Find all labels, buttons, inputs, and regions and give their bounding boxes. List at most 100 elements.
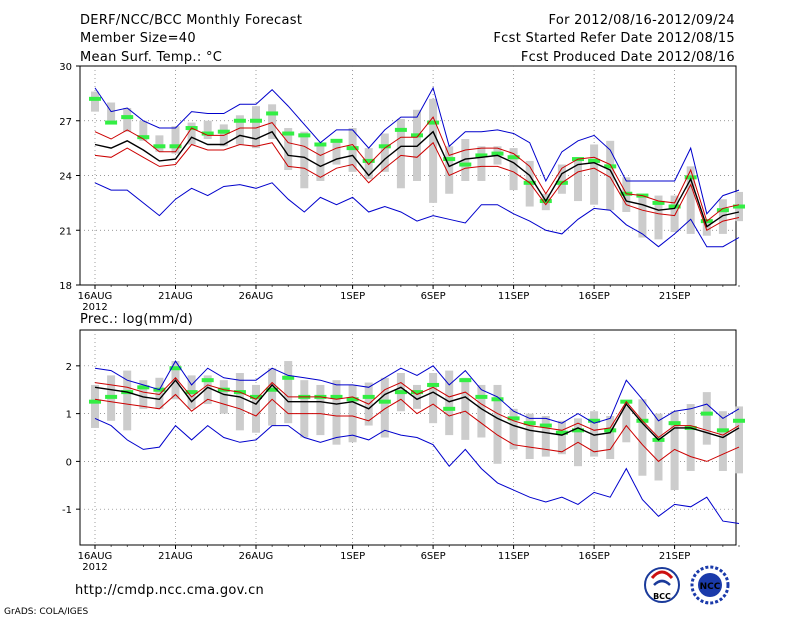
temp-spread-bar	[396, 118, 405, 189]
temp-x-tick-label: 1SEP	[340, 291, 365, 302]
bcc-logo-text: BCC	[653, 592, 671, 601]
temp-obs-marker	[588, 158, 601, 163]
temp-obs-marker	[362, 158, 375, 163]
prec-line-mean-plus	[94, 377, 740, 439]
prec-obs-marker	[169, 366, 182, 371]
prec-obs-marker	[733, 418, 745, 423]
prec-spread-bar	[590, 411, 599, 457]
temp-y-tick-label: 18	[59, 281, 72, 292]
temp-x-year-label: 2012	[82, 302, 107, 313]
prec-obs-marker	[668, 421, 681, 426]
prec-obs-marker	[588, 418, 601, 423]
temp-spread-bar	[686, 166, 695, 234]
prec-x-tick-label: 16SEP	[578, 551, 609, 562]
temp-spread-bar	[284, 128, 293, 171]
temp-line-ensemble-mean	[94, 130, 740, 228]
prec-x-tick-label: 16AUG	[78, 551, 113, 562]
prec-y-tick-label: 2	[66, 362, 72, 373]
prec-obs-marker	[555, 430, 568, 435]
temp-spread-bar	[718, 199, 727, 234]
temp-obs-marker	[459, 162, 472, 167]
prec-spread-bar	[235, 373, 244, 431]
prec-spread-bar	[461, 377, 470, 440]
prec-y-tick-label: 1	[66, 410, 72, 421]
prec-obs-marker	[89, 399, 101, 404]
prec-obs-marker	[539, 423, 552, 428]
temp-obs-marker	[153, 144, 166, 149]
temp-spread-bar	[171, 126, 180, 154]
temp-obs-marker	[282, 131, 295, 136]
prec-x-tick-label: 1SEP	[340, 551, 365, 562]
temp-obs-marker	[233, 118, 246, 123]
prec-obs-marker	[475, 394, 488, 399]
prec-obs-marker	[185, 390, 198, 395]
prec-spread-bar	[139, 380, 148, 409]
temp-obs-marker	[684, 175, 697, 180]
temp-obs-marker	[507, 155, 520, 160]
variable-label: Mean Surf. Temp.: °C	[80, 50, 222, 65]
prec-obs-marker	[250, 394, 262, 399]
bcc-logo: BCC	[644, 567, 680, 603]
prec-obs-marker	[716, 428, 729, 433]
prec-spread-bar	[429, 373, 438, 424]
temp-spread-bar	[91, 91, 99, 112]
prec-obs-marker	[137, 385, 150, 390]
produced-date-label: Fcst Produced Date 2012/08/16	[521, 50, 735, 65]
prec-spread-bar	[606, 416, 615, 459]
prec-spread-bar	[525, 413, 534, 459]
temp-y-tick-label: 21	[59, 226, 72, 237]
temp-obs-marker	[298, 133, 311, 138]
prec-x-tick-label: 11SEP	[498, 551, 529, 562]
prec-line-max	[94, 360, 740, 424]
temp-x-tick-label: 11SEP	[498, 291, 529, 302]
prec-spread-bar	[300, 380, 309, 438]
temp-spread-bar	[654, 195, 663, 240]
temp-obs-marker	[137, 135, 150, 140]
temp-obs-marker	[105, 120, 118, 125]
temp-x-tick-label: 26AUG	[239, 291, 274, 302]
prec-obs-marker	[427, 382, 440, 387]
temp-y-tick-label: 27	[59, 117, 72, 128]
prec-obs-marker	[523, 421, 536, 426]
temp-obs-marker	[394, 127, 407, 132]
temp-line-min	[94, 182, 740, 248]
temp-obs-marker	[330, 138, 343, 143]
temp-obs-marker	[314, 142, 327, 147]
prec-obs-marker	[507, 416, 520, 421]
temp-spread-bar	[316, 142, 325, 181]
temp-spread-bar	[252, 106, 260, 149]
prec-obs-marker	[491, 397, 504, 402]
prec-y-tick-label: 0	[66, 457, 72, 468]
precip-panel-title: Prec.: log(mm/d)	[80, 312, 193, 327]
prec-spread-bar	[735, 406, 743, 474]
prec-spread-bar	[203, 375, 212, 405]
prec-x-tick-label: 21AUG	[158, 551, 193, 562]
temp-spread-bar	[107, 102, 116, 125]
ncc-logo: NCC	[690, 565, 730, 605]
temp-obs-marker	[121, 115, 134, 120]
prec-obs-marker	[201, 378, 214, 383]
temperature-panel: 18 21 24 27 30 16AUG 21AUG 26AUG 1SEP 6SEP 11SEP 16…	[59, 62, 745, 313]
prec-spread-bar	[380, 377, 389, 438]
prec-obs-marker	[700, 411, 713, 416]
temp-obs-marker	[427, 120, 440, 125]
temp-obs-marker	[378, 144, 391, 149]
temp-spread-bar	[574, 159, 582, 202]
prec-line-ensemble-mean	[94, 379, 740, 441]
prec-spread-bar	[413, 384, 421, 409]
temp-x-tick-label: 16AUG	[78, 291, 113, 302]
temp-spread-bar	[557, 164, 566, 194]
prec-obs-marker	[105, 394, 118, 399]
temp-spread-bar	[670, 195, 679, 233]
temp-spread-bar	[461, 139, 470, 181]
prec-obs-marker	[604, 428, 617, 433]
prec-obs-marker	[378, 399, 391, 404]
prec-x-tick-label: 6SEP	[421, 551, 446, 562]
temp-spread-bar	[590, 144, 599, 205]
temp-y-tick-label: 24	[59, 172, 72, 183]
temp-line-mean-plus	[94, 116, 740, 222]
temp-obs-marker	[733, 204, 745, 209]
prec-spread-bar	[638, 399, 647, 476]
prec-line-mean-minus	[94, 393, 740, 463]
